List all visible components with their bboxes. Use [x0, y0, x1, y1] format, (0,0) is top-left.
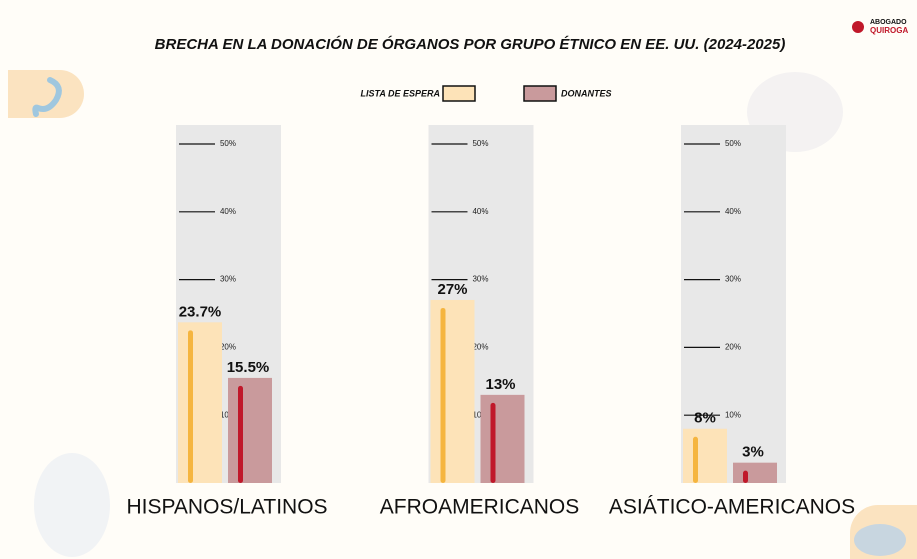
logo-text: ABOGADO	[870, 19, 907, 26]
y-tick-label: 20%	[725, 343, 741, 352]
bar-stripe	[743, 470, 748, 483]
x-tick-label: ASIÁTICO-AMERICANOS	[609, 496, 855, 519]
value-label: 8%	[694, 410, 716, 427]
bar-stripe	[188, 330, 193, 483]
value-label: 3%	[742, 444, 764, 461]
legend-swatch	[523, 85, 557, 102]
bar-stripe	[693, 436, 698, 483]
y-tick-label: 50%	[220, 139, 236, 148]
bar	[178, 322, 222, 483]
y-tick-label: 30%	[220, 275, 236, 284]
bar-stripe	[238, 385, 243, 483]
panel-background	[681, 125, 786, 483]
bar	[683, 428, 727, 483]
x-tick-label: HISPANOS/LATINOS	[126, 496, 327, 519]
bar	[480, 394, 525, 483]
y-tick-label: 10%	[725, 410, 741, 419]
bar	[733, 462, 777, 483]
bar-stripe	[490, 402, 496, 483]
value-label: 23.7%	[179, 303, 222, 320]
y-tick-label: 30%	[472, 275, 488, 284]
y-tick-label: 20%	[472, 343, 488, 352]
decor-stomach-bg	[8, 70, 84, 118]
logo-icon	[852, 21, 864, 33]
value-label: 27%	[437, 281, 467, 298]
y-tick-label: 30%	[725, 275, 741, 284]
value-label: 13%	[485, 376, 515, 393]
bar	[430, 299, 475, 483]
legend-label: LISTA DE ESPERA	[360, 88, 440, 98]
y-tick-label: 40%	[725, 207, 741, 216]
logo-text: QUIROGA	[870, 26, 908, 35]
bar-stripe	[440, 307, 446, 483]
decor-heart	[34, 453, 110, 557]
x-tick-label: AFROAMERICANOS	[380, 496, 580, 519]
y-tick-label: 20%	[220, 343, 236, 352]
decor-stomach	[32, 77, 62, 117]
y-tick-label: 40%	[472, 207, 488, 216]
value-label: 15.5%	[227, 359, 270, 376]
chart-title: BRECHA EN LA DONACIÓN DE ÓRGANOS POR GRU…	[155, 35, 786, 53]
legend-swatch	[442, 85, 476, 102]
bar	[228, 377, 272, 483]
y-tick-label: 40%	[220, 207, 236, 216]
y-tick-label: 50%	[472, 139, 488, 148]
legend-label: DONANTES	[561, 88, 612, 98]
decor-liver	[854, 524, 906, 556]
y-tick-label: 50%	[725, 139, 741, 148]
